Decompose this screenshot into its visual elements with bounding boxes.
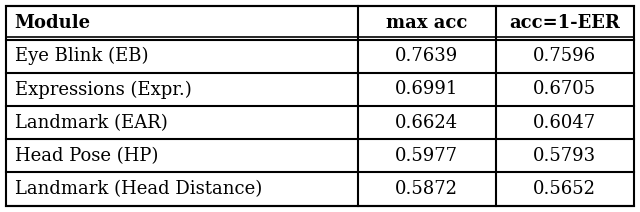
Text: Module: Module xyxy=(15,14,91,32)
Text: Landmark (Head Distance): Landmark (Head Distance) xyxy=(15,180,262,198)
Text: Head Pose (HP): Head Pose (HP) xyxy=(15,147,158,165)
Text: Landmark (EAR): Landmark (EAR) xyxy=(15,114,168,132)
Text: max acc: max acc xyxy=(386,14,467,32)
Text: 0.5872: 0.5872 xyxy=(395,180,458,198)
Text: 0.7639: 0.7639 xyxy=(395,47,458,65)
Text: acc=1-EER: acc=1-EER xyxy=(509,14,620,32)
Text: 0.5793: 0.5793 xyxy=(533,147,596,165)
Text: 0.6991: 0.6991 xyxy=(395,80,458,98)
Text: Eye Blink (EB): Eye Blink (EB) xyxy=(15,47,148,65)
Text: 0.5652: 0.5652 xyxy=(533,180,596,198)
Text: 0.7596: 0.7596 xyxy=(533,47,596,65)
Text: 0.6047: 0.6047 xyxy=(533,114,596,132)
Text: Expressions (Expr.): Expressions (Expr.) xyxy=(15,80,191,99)
Text: 0.6705: 0.6705 xyxy=(533,80,596,98)
Text: 0.6624: 0.6624 xyxy=(395,114,458,132)
Text: 0.5977: 0.5977 xyxy=(395,147,458,165)
